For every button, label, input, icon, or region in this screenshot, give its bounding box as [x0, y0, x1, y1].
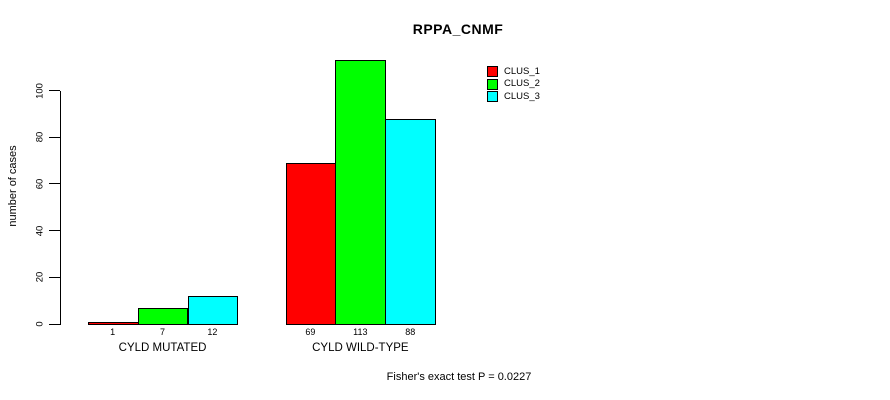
legend-label: CLUS_3: [504, 91, 540, 103]
legend-item: CLUS_2: [487, 78, 540, 91]
legend-label: CLUS_2: [504, 78, 540, 90]
bar-value-label: 12: [207, 327, 218, 337]
legend-color-swatch: [487, 91, 498, 103]
bar-value-label: 113: [353, 327, 368, 337]
y-axis-tick: [49, 230, 60, 232]
y-axis-label: number of cases: [7, 145, 19, 227]
fisher-test-annotation: Fisher's exact test P = 0.0227: [386, 371, 532, 383]
y-axis-tick-label: 100: [34, 82, 46, 99]
bar-clus-2-cyld-wild-type: [335, 60, 387, 325]
bar-value-label: 7: [160, 327, 166, 337]
legend-item: CLUS_3: [487, 91, 540, 104]
legend-label: CLUS_1: [504, 65, 540, 77]
y-axis-tick-label: 60: [34, 178, 46, 190]
y-axis-tick: [49, 90, 60, 91]
x-category-label: CYLD WILD-TYPE: [312, 342, 409, 354]
bar-value-label: 88: [405, 327, 416, 337]
y-axis-tick-label: 80: [34, 131, 46, 143]
bar-clus-1-cyld-mutated: [87, 321, 139, 325]
bar-clus-3-cyld-mutated: [187, 295, 239, 325]
legend-color-swatch: [487, 65, 498, 77]
y-axis-tick: [49, 183, 60, 185]
chart-title: RPPA_CNMF: [412, 21, 504, 37]
y-axis-tick: [49, 136, 60, 138]
y-axis-tick-label: 0: [34, 321, 46, 327]
y-axis-line: [60, 90, 61, 325]
y-axis-tick: [49, 276, 60, 278]
bar-value-label: 69: [305, 327, 316, 337]
x-category-label: CYLD MUTATED: [118, 342, 207, 354]
bar-value-label: 1: [110, 327, 116, 337]
legend-color-swatch: [487, 78, 498, 90]
y-axis-tick-label: 40: [34, 225, 46, 236]
bar-clus-3-cyld-wild-type: [385, 118, 437, 325]
y-axis-tick: [49, 323, 60, 325]
legend: CLUS_1 CLUS_2 CLUS_3: [487, 65, 540, 103]
y-axis-tick-label: 20: [34, 272, 46, 283]
legend-item: CLUS_1: [487, 65, 540, 78]
bar-clus-2-cyld-mutated: [137, 307, 189, 325]
bar-clus-1-cyld-wild-type: [285, 162, 337, 325]
